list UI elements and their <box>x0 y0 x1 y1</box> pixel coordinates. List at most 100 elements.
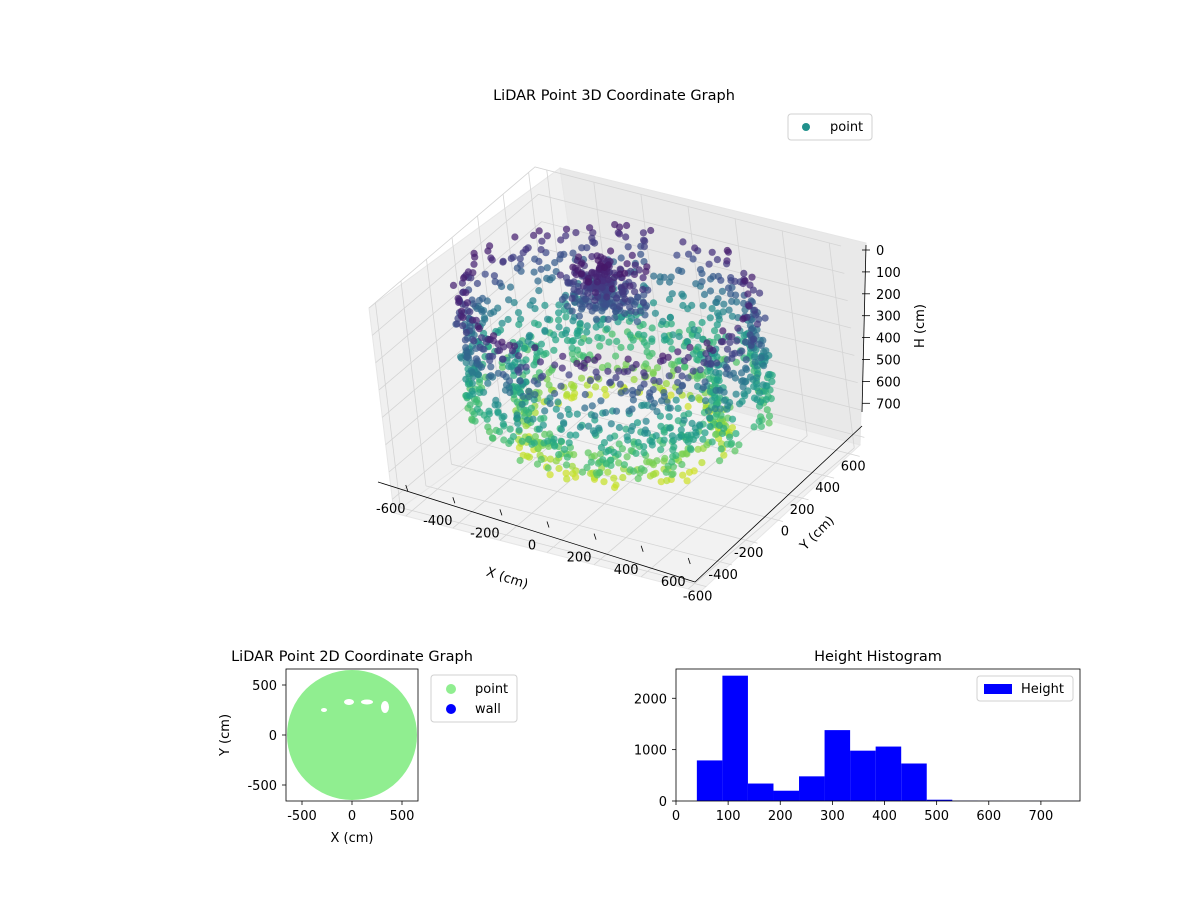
point-marker <box>596 468 604 477</box>
point-marker <box>623 221 631 230</box>
point-marker <box>522 363 530 371</box>
point-marker <box>750 382 758 391</box>
point-marker <box>751 358 759 366</box>
point-marker <box>633 318 642 326</box>
point-marker <box>677 426 685 434</box>
point-marker <box>568 337 576 345</box>
point-gap <box>381 701 389 713</box>
point-marker <box>621 309 629 317</box>
point-marker <box>523 416 532 424</box>
point-marker <box>602 409 610 417</box>
point-marker <box>624 243 632 251</box>
point-marker <box>708 248 716 256</box>
point-marker <box>648 459 657 467</box>
point-marker <box>507 437 515 445</box>
point-marker <box>610 474 618 482</box>
point-disc <box>287 670 417 800</box>
point-marker <box>746 281 754 289</box>
x-tick <box>499 509 503 516</box>
point-marker <box>678 372 686 380</box>
point-marker <box>541 301 549 309</box>
point-marker <box>632 449 640 457</box>
point-marker <box>757 354 765 362</box>
point-marker <box>600 478 608 486</box>
point-marker <box>498 355 507 363</box>
y-tick-label: -200 <box>734 546 764 561</box>
point-marker <box>483 415 491 423</box>
point-marker <box>498 338 506 346</box>
point-marker <box>660 332 669 340</box>
point-marker <box>750 423 758 431</box>
point-marker <box>718 287 727 295</box>
point-marker <box>700 290 709 299</box>
point-marker <box>511 233 519 241</box>
point-marker <box>718 429 726 438</box>
point-marker <box>674 366 682 374</box>
point-marker <box>641 426 650 434</box>
point-marker <box>525 387 533 395</box>
point-marker <box>449 281 458 289</box>
point-marker <box>619 473 627 482</box>
point-marker <box>668 360 676 368</box>
point-marker <box>557 382 565 390</box>
point-marker <box>537 415 545 423</box>
point-marker <box>594 333 602 342</box>
point-marker <box>759 381 767 389</box>
point-marker <box>570 278 578 286</box>
grid-x-back <box>828 242 855 449</box>
point-marker <box>513 411 521 419</box>
point-marker <box>702 350 710 358</box>
point-gap <box>344 699 354 705</box>
point-marker <box>552 405 560 413</box>
point-marker <box>608 330 616 338</box>
point-marker <box>640 338 648 346</box>
point-marker <box>716 405 725 413</box>
point-marker <box>762 347 770 355</box>
point-marker <box>550 346 558 354</box>
point-marker <box>562 469 570 477</box>
point-marker <box>604 276 612 284</box>
point-marker <box>621 295 629 303</box>
point-marker <box>617 254 625 262</box>
point-marker <box>637 465 646 473</box>
point-marker <box>694 445 702 453</box>
point-marker <box>723 365 732 373</box>
point-marker <box>559 352 567 360</box>
point-marker <box>453 320 461 328</box>
point-marker <box>472 398 480 406</box>
point-marker <box>692 280 700 288</box>
point-marker <box>726 338 734 347</box>
point-marker <box>760 362 768 370</box>
histogram-bar <box>926 799 953 801</box>
point-marker <box>694 343 702 351</box>
point-marker <box>560 420 568 428</box>
point-marker <box>667 320 675 328</box>
point-marker <box>665 295 674 303</box>
point-marker <box>656 278 664 286</box>
point-marker <box>555 323 563 331</box>
point-marker <box>526 301 534 309</box>
point-marker <box>620 368 628 376</box>
plot-histogram: Height Histogram 0 100 200 300 400 500 600 7000… <box>634 649 1081 824</box>
point-marker <box>563 302 572 310</box>
point-marker <box>640 369 648 377</box>
point-marker <box>689 255 697 263</box>
point-marker <box>637 250 645 258</box>
legend-2d-point-label: point <box>475 682 508 697</box>
legend-2d-wall-marker <box>446 704 456 714</box>
point-marker <box>647 226 655 235</box>
point-marker <box>591 289 600 297</box>
point-marker <box>639 299 648 307</box>
point-marker <box>701 378 709 386</box>
point-marker <box>713 376 721 384</box>
point-marker <box>488 434 496 442</box>
point-marker <box>597 397 605 405</box>
point-marker <box>629 467 638 475</box>
point-marker <box>713 256 722 264</box>
point-marker <box>640 401 648 409</box>
y-tick-label: 0 <box>781 525 789 540</box>
point-marker <box>639 320 647 329</box>
point-marker <box>661 454 669 462</box>
z-tick-label: 400 <box>876 332 901 347</box>
point-marker <box>572 431 580 439</box>
